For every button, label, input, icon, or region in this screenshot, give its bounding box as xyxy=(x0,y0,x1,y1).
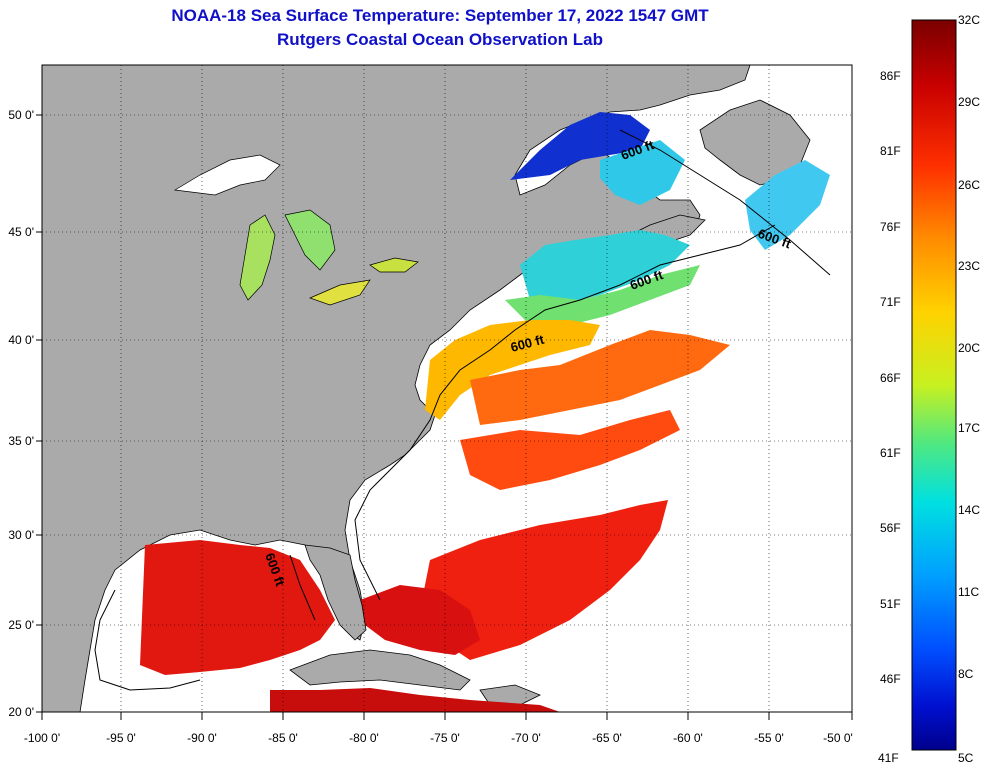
fahrenheit-label: 61F xyxy=(880,446,901,460)
colorbar-celsius-labels: 32C 29C 26C 23C 20C 17C 14C 11C 8C 5C xyxy=(958,13,980,765)
colorbar xyxy=(911,19,957,751)
lon-label: -50 0' xyxy=(823,731,853,745)
lon-label: -75 0' xyxy=(430,731,460,745)
celsius-label: 8C xyxy=(958,667,974,681)
great-lake-michigan xyxy=(239,214,276,301)
fahrenheit-label: 71F xyxy=(880,295,901,309)
lat-labels: 50 0' 45 0' 40 0' 35 0' 30 0' 25 0' 20 0… xyxy=(8,108,34,719)
celsius-label: 20C xyxy=(958,341,980,355)
lon-label: -90 0' xyxy=(187,731,217,745)
celsius-label: 5C xyxy=(958,751,974,765)
sst-gulf-st-lawrence xyxy=(510,112,650,180)
lon-label: -70 0' xyxy=(511,731,541,745)
lon-label: -95 0' xyxy=(106,731,136,745)
graticule xyxy=(42,65,852,712)
sst-newfoundland-shelf xyxy=(745,160,830,250)
lat-label: 45 0' xyxy=(8,225,34,239)
great-lake-erie xyxy=(309,279,371,306)
fahrenheit-label: 81F xyxy=(880,144,901,158)
lat-label: 25 0' xyxy=(8,618,34,632)
lat-label: 20 0' xyxy=(8,705,34,719)
lon-label: -60 0' xyxy=(673,731,703,745)
sst-gulf-stream-warm xyxy=(470,330,730,425)
map-title: NOAA-18 Sea Surface Temperature: Septemb… xyxy=(171,6,709,25)
celsius-label: 14C xyxy=(958,503,980,517)
lon-labels: -100 0' -95 0' -90 0' -85 0' -80 0' -75 … xyxy=(24,731,853,745)
lon-label: -100 0' xyxy=(24,731,60,745)
fahrenheit-label: 51F xyxy=(880,597,901,611)
lon-label: -80 0' xyxy=(349,731,379,745)
sst-georges-bank xyxy=(505,265,700,325)
lon-label: -65 0' xyxy=(592,731,622,745)
celsius-label: 17C xyxy=(958,421,980,435)
sst-sargasso xyxy=(420,500,668,660)
land-cuba xyxy=(289,649,471,691)
fahrenheit-label: 56F xyxy=(880,521,901,535)
celsius-label: 11C xyxy=(958,585,979,599)
lat-label: 30 0' xyxy=(8,528,34,542)
fahrenheit-label: 76F xyxy=(880,220,901,234)
lat-ticks xyxy=(36,114,42,713)
great-lake-superior xyxy=(173,154,281,196)
map-frame xyxy=(41,64,853,713)
great-lake-huron xyxy=(284,209,336,271)
lat-label: 40 0' xyxy=(8,333,34,347)
celsius-label: 23C xyxy=(958,259,980,273)
lon-ticks xyxy=(41,712,853,720)
fahrenheit-label: 66F xyxy=(880,371,901,385)
celsius-label: 29C xyxy=(958,95,980,109)
great-lake-ontario xyxy=(369,257,419,273)
colorbar-fahrenheit-labels: 86F 81F 76F 71F 66F 61F 56F 51F 46F 41F xyxy=(878,69,901,765)
sst-bahamas xyxy=(360,585,480,655)
celsius-label: 26C xyxy=(958,178,980,192)
map-subtitle: Rutgers Coastal Ocean Observation Lab xyxy=(277,30,603,49)
sst-gulf-of-maine xyxy=(520,230,690,305)
celsius-label: 32C xyxy=(958,13,980,27)
sst-mid-atlantic xyxy=(425,320,600,420)
sst-gulf-st-lawrence-2 xyxy=(600,140,685,205)
lat-label: 50 0' xyxy=(8,108,34,122)
lat-label: 35 0' xyxy=(8,434,34,448)
fahrenheit-label: 46F xyxy=(880,672,901,686)
land-florida xyxy=(304,544,367,641)
sst-caribbean xyxy=(270,688,560,712)
sst-gulf-of-mexico xyxy=(140,540,335,675)
fahrenheit-label: 41F xyxy=(878,751,899,765)
sst-south-atlantic-bight xyxy=(460,410,680,490)
lon-label: -55 0' xyxy=(754,731,784,745)
fahrenheit-label: 86F xyxy=(880,69,901,83)
lon-label: -85 0' xyxy=(268,731,298,745)
isobath-600ft xyxy=(94,129,831,691)
